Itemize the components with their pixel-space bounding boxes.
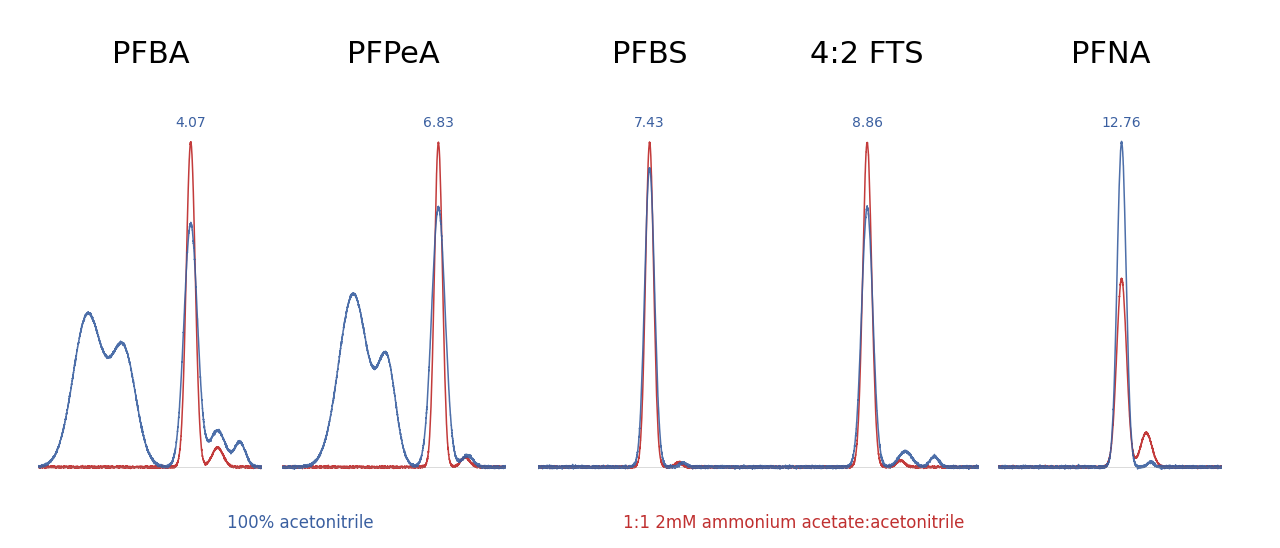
Text: 4.07: 4.07 <box>175 116 206 130</box>
Title: PFPeA: PFPeA <box>347 40 440 69</box>
Text: 6.83: 6.83 <box>422 116 454 130</box>
Text: 12.76: 12.76 <box>1102 116 1142 130</box>
Title: 4:2 FTS: 4:2 FTS <box>810 40 924 69</box>
Text: 8.86: 8.86 <box>851 116 883 130</box>
Text: 7.43: 7.43 <box>635 116 664 130</box>
Title: PFNA: PFNA <box>1070 40 1151 69</box>
Text: 100% acetonitrile: 100% acetonitrile <box>228 515 374 532</box>
Title: PFBS: PFBS <box>612 40 687 69</box>
Title: PFBA: PFBA <box>111 40 189 69</box>
Text: 1:1 2mM ammonium acetate:acetonitrile: 1:1 2mM ammonium acetate:acetonitrile <box>623 515 964 532</box>
